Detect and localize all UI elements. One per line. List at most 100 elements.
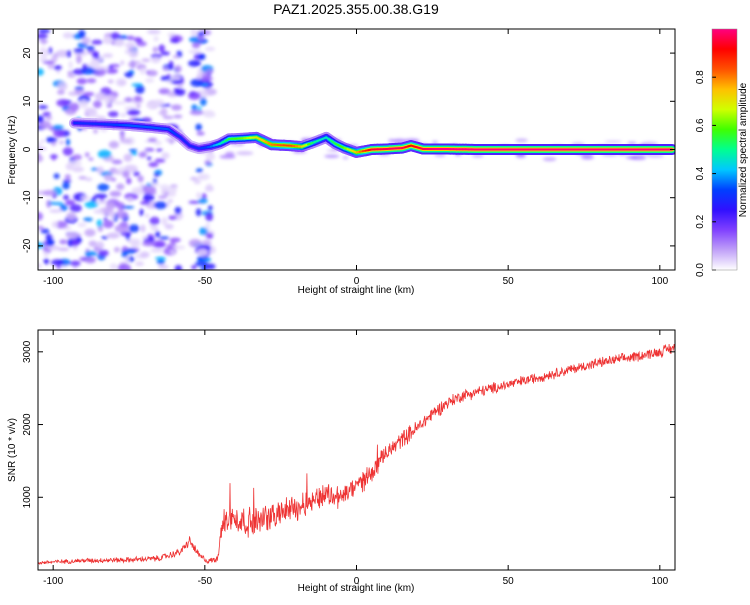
- noise-blob: [148, 138, 158, 142]
- noise-blob: [197, 249, 208, 256]
- noise-blob: [192, 42, 200, 48]
- snr-y-label: SNR (10 * v/v): [7, 418, 18, 482]
- noise-blob: [52, 154, 56, 161]
- noise-blob: [171, 104, 182, 110]
- noise-blob: [122, 206, 135, 209]
- noise-blob: [44, 258, 50, 264]
- noise-blob: [109, 191, 121, 197]
- noise-blob: [178, 84, 184, 88]
- noise-blob: [108, 111, 119, 117]
- noise-blob: [158, 265, 169, 268]
- noise-blob: [96, 241, 104, 249]
- noise-blob: [68, 61, 72, 69]
- noise-blob: [135, 262, 144, 267]
- noise-blob: [120, 113, 126, 117]
- noise-blob: [36, 68, 44, 76]
- noise-blob: [163, 67, 169, 71]
- noise-blob: [138, 175, 144, 182]
- snr-y-tick-label: 1000: [22, 486, 33, 509]
- noise-blob: [200, 97, 207, 106]
- noise-blob: [202, 240, 212, 246]
- noise-blob: [109, 141, 119, 149]
- noise-blob: [74, 48, 85, 53]
- noise-blob: [131, 241, 141, 247]
- noise-blob: [170, 250, 175, 254]
- noise-blob: [195, 261, 208, 266]
- noise-blob: [189, 50, 202, 54]
- noise-blob: [205, 70, 213, 74]
- noise-blob: [46, 238, 54, 246]
- snr-y-tick-label: 2000: [22, 413, 33, 436]
- noise-blob: [66, 232, 78, 239]
- noise-blob: [85, 257, 96, 264]
- noise-blob: [149, 217, 160, 225]
- noise-blob: [236, 151, 253, 155]
- noise-blob: [150, 249, 163, 253]
- noise-blob: [196, 208, 202, 216]
- noise-blob: [96, 209, 103, 213]
- noise-blob: [127, 197, 133, 202]
- noise-blob: [158, 44, 165, 52]
- noise-blob: [65, 174, 71, 180]
- noise-blob: [128, 61, 137, 67]
- noise-blob: [198, 53, 205, 60]
- snr-x-tick-label: 50: [503, 576, 515, 587]
- noise-blob: [173, 115, 182, 119]
- noise-blob: [145, 78, 154, 83]
- noise-blob: [53, 125, 64, 130]
- noise-blob: [136, 104, 140, 108]
- colorbar-tick-label: 0.6: [695, 118, 706, 132]
- noise-blob: [76, 55, 82, 64]
- noise-blob: [54, 173, 60, 179]
- noise-blob: [85, 251, 98, 257]
- noise-blob: [191, 104, 197, 111]
- noise-blob: [82, 37, 90, 44]
- noise-blob: [67, 75, 75, 78]
- noise-blob: [156, 148, 162, 151]
- noise-blob: [91, 40, 103, 45]
- noise-blob: [196, 132, 204, 136]
- noise-blob: [95, 92, 106, 100]
- noise-blob: [38, 105, 48, 109]
- noise-blob: [175, 207, 182, 215]
- noise-blob: [127, 36, 135, 41]
- noise-blob: [219, 155, 235, 159]
- noise-blob: [147, 30, 161, 34]
- noise-blob: [49, 138, 58, 142]
- noise-blob: [125, 265, 131, 273]
- noise-blob: [110, 263, 118, 270]
- noise-blob: [196, 192, 201, 199]
- noise-blob: [197, 35, 204, 41]
- noise-blob: [120, 138, 132, 143]
- noise-blob: [113, 101, 126, 105]
- noise-blob: [196, 168, 203, 172]
- noise-blob: [139, 152, 147, 158]
- noise-blob: [98, 250, 108, 257]
- noise-blob: [647, 155, 664, 157]
- noise-blob: [72, 166, 84, 172]
- noise-blob: [189, 239, 202, 248]
- noise-blob: [206, 258, 211, 262]
- noise-blob: [129, 149, 138, 152]
- noise-blob: [198, 198, 208, 203]
- noise-blob: [120, 61, 124, 66]
- noise-blob: [153, 36, 158, 42]
- noise-blob: [68, 160, 82, 166]
- noise-blob: [627, 142, 636, 144]
- noise-blob: [88, 158, 93, 161]
- noise-blob: [145, 214, 150, 218]
- noise-blob: [130, 152, 138, 156]
- noise-blob: [83, 217, 93, 221]
- noise-blob: [170, 238, 176, 244]
- noise-blob: [169, 61, 174, 70]
- noise-blob: [206, 153, 215, 161]
- snr-x-tick-label: 100: [651, 576, 668, 587]
- noise-blob: [93, 100, 102, 108]
- noise-blob: [75, 87, 85, 90]
- noise-blob: [543, 157, 557, 161]
- noise-blob: [77, 223, 86, 227]
- noise-blob: [147, 156, 151, 160]
- noise-blob: [143, 194, 154, 202]
